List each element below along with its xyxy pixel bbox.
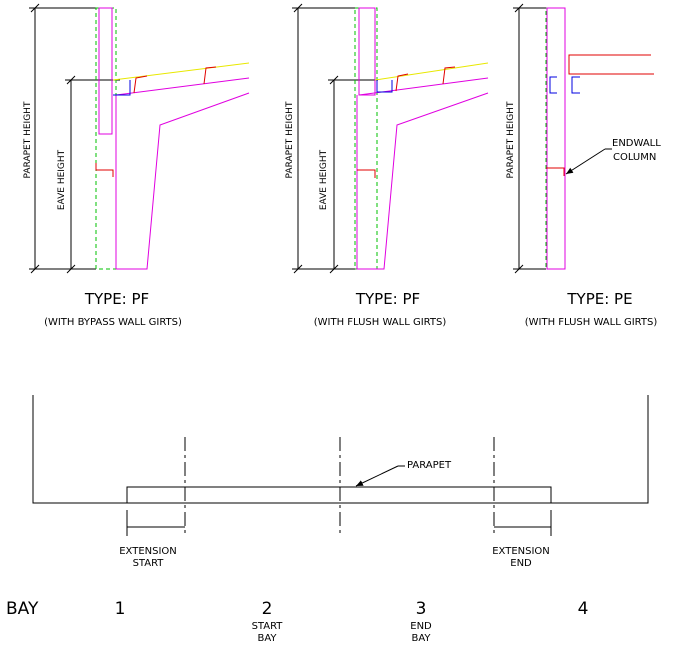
- type-subtitle-1: (WITH BYPASS WALL GIRTS): [44, 317, 182, 328]
- extension-end-line2: END: [510, 558, 532, 569]
- bay-number-4: 4: [578, 599, 589, 619]
- end-rafter: [568, 54, 654, 75]
- bay-3-sub2: BAY: [411, 633, 431, 644]
- bay-number-3: 3: [416, 599, 427, 619]
- extension-end-line1: EXTENSION: [492, 546, 550, 557]
- type-label-2: TYPE: PF: [355, 290, 420, 308]
- clip-right: [571, 76, 580, 94]
- frame-column: [356, 92, 489, 270]
- plan-view: [32, 395, 649, 537]
- parapet-label: PARAPET: [407, 460, 452, 471]
- bay-2-sub1: START: [252, 621, 284, 632]
- type-subtitle-2: (WITH FLUSH WALL GIRTS): [314, 317, 447, 328]
- extension-start-line2: START: [133, 558, 165, 569]
- detail-pf-flush: PARAPET HEIGHT EAVE HEIGHT: [285, 3, 489, 274]
- wall-girt: [357, 169, 376, 178]
- bay-label: BAY: [6, 599, 39, 619]
- eave-clip: [113, 80, 131, 96]
- roof-slope-line: [112, 62, 250, 81]
- clip-left: [549, 76, 557, 94]
- purlin: [203, 66, 217, 85]
- endwall-leader: [565, 148, 606, 175]
- parapet-height-label: PARAPET HEIGHT: [506, 101, 516, 178]
- endwall-callout-line1: ENDWALL: [612, 138, 661, 149]
- column-outline: [354, 7, 378, 270]
- column-outline: [545, 7, 566, 270]
- rafter-top: [115, 77, 250, 96]
- extension-start-line1: EXTENSION: [119, 546, 177, 557]
- parapet-strip: [126, 486, 552, 504]
- type-label-3: TYPE: PE: [566, 290, 632, 308]
- parapet-height-dimension: [292, 3, 355, 274]
- parapet-height-dimension: [513, 3, 546, 274]
- detail-pe-flush: PARAPET HEIGHT ENDWALL COLUMN: [506, 3, 661, 274]
- parapet-post: [98, 7, 113, 135]
- eave-strut: [133, 75, 148, 94]
- eave-strut: [395, 73, 409, 92]
- parapet-height-label: PARAPET HEIGHT: [23, 101, 33, 178]
- roof-slope-line: [374, 62, 489, 81]
- parapet-height-dimension: [29, 3, 96, 274]
- parapet-leader: [355, 465, 399, 487]
- parapet-height-label: PARAPET HEIGHT: [285, 101, 295, 178]
- bay-3-sub1: END: [410, 621, 432, 632]
- wall-girt: [546, 167, 565, 176]
- endwall-column: [546, 7, 566, 270]
- eave-height-label: EAVE HEIGHT: [319, 149, 329, 210]
- eave-clip: [376, 80, 393, 93]
- endwall-callout-line2: COLUMN: [613, 152, 656, 163]
- eave-height-dimension: [328, 75, 378, 274]
- bay-number-1: 1: [115, 599, 126, 619]
- purlin: [442, 66, 456, 85]
- wall-girt: [95, 163, 114, 177]
- bay-2-sub2: BAY: [257, 633, 277, 644]
- eave-height-label: EAVE HEIGHT: [57, 149, 67, 210]
- type-label-1: TYPE: PF: [84, 290, 149, 308]
- parapet-post: [358, 7, 376, 96]
- detail-pf-bypass: PARAPET HEIGHT EAVE HEIGHT: [23, 3, 250, 274]
- bay-number-2: 2: [262, 599, 273, 619]
- eave-height-dimension: [65, 75, 120, 274]
- frame-column: [116, 92, 250, 270]
- type-subtitle-3: (WITH FLUSH WALL GIRTS): [525, 317, 658, 328]
